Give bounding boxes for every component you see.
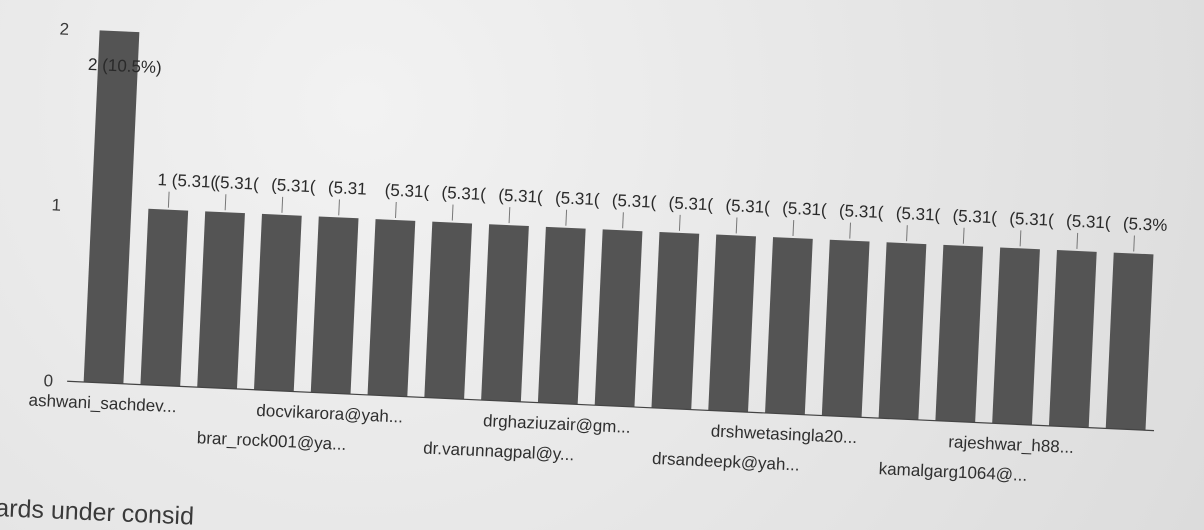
bar-data-label: (5.31( — [782, 199, 828, 220]
bar-labels: 2 (10.5%)1 (5.31((5.31((5.31((5.31 (5.31(… — [88, 55, 1168, 252]
x-axis-baseline — [67, 380, 1155, 432]
bar-label-leader — [622, 212, 624, 229]
bar — [1105, 252, 1154, 431]
bar-data-label: (5.31( — [839, 201, 885, 222]
bar — [537, 226, 586, 405]
bar — [935, 244, 984, 423]
bar-label-leader — [1133, 235, 1135, 252]
bar-data-label: (5.31 — [328, 178, 368, 199]
bar-data-label: (5.31( — [1066, 211, 1112, 232]
bar-data-label: (5.31( — [895, 204, 941, 225]
bar-data-label: (5.31( — [1009, 209, 1055, 230]
bar-label-leader — [167, 191, 170, 208]
y-tick-label: 2 — [59, 20, 69, 39]
bar-label-leader — [1076, 232, 1079, 249]
bar — [367, 219, 416, 397]
bar-series — [83, 30, 1154, 431]
x-category-label: docvikarora@yah... — [256, 401, 403, 427]
bar-label-leader — [281, 196, 284, 213]
bar-label-leader — [338, 199, 340, 216]
bar — [765, 237, 813, 415]
bar — [594, 229, 643, 408]
bar-label-leader — [678, 214, 681, 231]
bar-label-leader — [395, 201, 397, 219]
bar-label-leader — [565, 209, 568, 226]
bar-data-label: (5.3% — [1123, 214, 1168, 235]
bar-data-label: (5.31( — [498, 186, 544, 207]
bar-data-label: (5.31( — [725, 196, 771, 217]
bar — [481, 224, 529, 402]
bar-label-leader — [508, 207, 511, 224]
bar — [83, 30, 140, 384]
bar-label-leader — [451, 204, 454, 221]
bar-data-label: (5.31( — [952, 206, 998, 227]
bar — [1048, 250, 1097, 428]
bar — [708, 234, 756, 413]
bar-data-label: (5.31( — [214, 173, 260, 194]
bar-data-label: 1 (5.31( — [157, 170, 217, 192]
y-tick-label: 1 — [51, 195, 61, 214]
x-category-label: kamalgarg1064@... — [878, 459, 1027, 485]
bar — [992, 247, 1040, 426]
bar-data-label: (5.31( — [441, 183, 487, 204]
bar-data-label: (5.31( — [555, 188, 601, 209]
bar-label-leader — [962, 227, 965, 244]
bar — [878, 242, 927, 420]
y-tick-label: 0 — [43, 371, 53, 390]
bar-label-leader — [849, 222, 852, 239]
bar-data-label: (5.31( — [271, 175, 317, 196]
bar — [140, 208, 189, 387]
x-category-label: drsandeepk@yah... — [652, 449, 800, 475]
x-category-label: drghaziuzair@gm... — [483, 411, 631, 437]
bar — [253, 213, 302, 392]
bar — [651, 231, 700, 410]
x-category-label: rajeshwar_h88... — [948, 432, 1074, 457]
bar-label-leader — [224, 194, 227, 211]
x-category-label: drshwetasingla20... — [710, 422, 857, 448]
bar — [424, 221, 473, 400]
bar-data-label: (5.31( — [668, 193, 714, 214]
y-axis: 0 1 2 — [43, 20, 69, 391]
bar-data-label: (5.31( — [384, 180, 430, 201]
bar-data-label: 2 (10.5%) — [88, 55, 162, 77]
bar-label-leader — [735, 217, 738, 234]
bar — [821, 239, 870, 418]
x-category-label: brar_rock001@ya... — [196, 428, 346, 454]
bar-label-leader — [1019, 230, 1022, 247]
bar — [197, 211, 245, 389]
x-category-label: ashwani_sachdev... — [28, 391, 177, 417]
x-category-label: dr.varunnagpal@y... — [423, 438, 575, 464]
bar-label-leader — [792, 220, 795, 237]
bar-label-leader — [906, 225, 908, 242]
bar — [310, 216, 359, 395]
bar-data-label: (5.31( — [611, 191, 657, 212]
x-axis: ashwani_sachdev... brar_rock001@ya...docv… — [28, 380, 1155, 485]
